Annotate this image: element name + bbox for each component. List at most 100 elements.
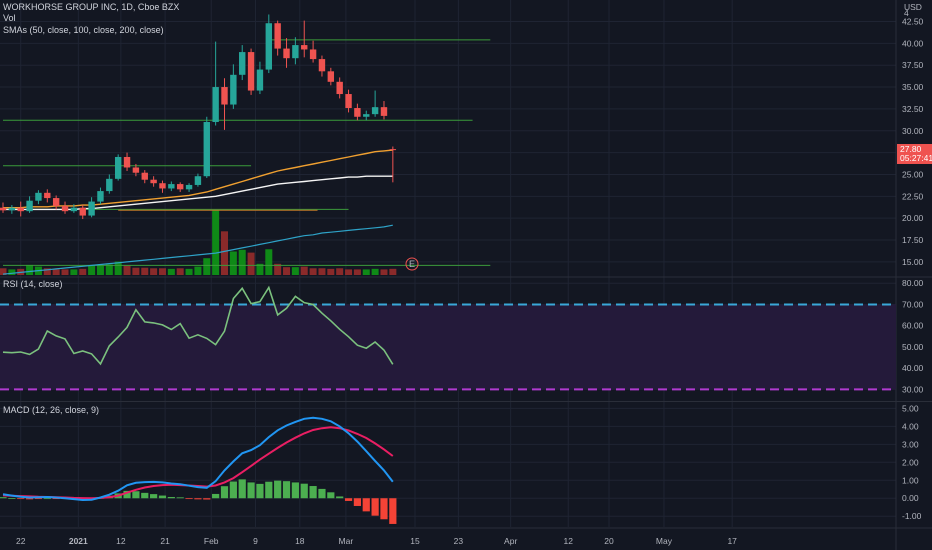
- macd-histogram-bar: [300, 483, 308, 499]
- macd-histogram-bar: [8, 498, 16, 499]
- volume-bar: [26, 264, 34, 275]
- candle-body[interactable]: [345, 94, 352, 109]
- macd-histogram-bar: [362, 498, 370, 512]
- macd-histogram-bar: [220, 486, 229, 499]
- candle-body[interactable]: [274, 23, 281, 49]
- candle-body[interactable]: [194, 176, 202, 185]
- time-tick-label: May: [656, 536, 673, 546]
- macd-histogram-bar: [25, 498, 34, 500]
- candle-body[interactable]: [239, 52, 246, 75]
- macd-tick-label: 4.00: [902, 421, 919, 431]
- candle-body[interactable]: [185, 184, 193, 190]
- rsi-pane[interactable]: [0, 285, 896, 391]
- candle-body[interactable]: [318, 59, 326, 72]
- volume-bar: [194, 266, 202, 275]
- volume-bar: [389, 268, 397, 275]
- candle-body[interactable]: [97, 191, 104, 202]
- volume-bar: [247, 252, 255, 275]
- candle-body[interactable]: [114, 156, 122, 179]
- candle-body[interactable]: [26, 200, 33, 212]
- candle-body[interactable]: [354, 108, 361, 117]
- candle-body[interactable]: [88, 201, 95, 216]
- volume-bar: [88, 264, 96, 275]
- time-axis[interactable]: 22 2021 12 21 Feb 9 18 Mar 15 23 Apr 12 20 May 17: [16, 536, 737, 546]
- macd-histogram-bar: [336, 496, 344, 499]
- time-tick-label: 23: [454, 536, 464, 546]
- candle-body[interactable]: [17, 207, 24, 212]
- volume-bar: [141, 267, 149, 275]
- candle-body[interactable]: [141, 172, 148, 180]
- macd-histogram-bar: [158, 495, 167, 499]
- macd-histogram-bar: [371, 498, 379, 516]
- price-tick-label: 37.50: [902, 60, 924, 70]
- volume-bar: [256, 263, 264, 275]
- candle-body[interactable]: [123, 156, 131, 168]
- volume-bar: [176, 268, 184, 275]
- candle-body[interactable]: [79, 207, 86, 216]
- candle-body[interactable]: [52, 198, 60, 206]
- volume-bar: [274, 263, 282, 275]
- candle-body[interactable]: [212, 87, 219, 123]
- macd-histogram-bar: [353, 498, 361, 506]
- time-tick-label: 18: [295, 536, 305, 546]
- candle-body[interactable]: [70, 207, 78, 212]
- candle-body[interactable]: [61, 205, 69, 212]
- price-tick-label: 32.50: [902, 104, 924, 114]
- candle-body[interactable]: [380, 107, 388, 116]
- macd-pane[interactable]: [0, 416, 397, 524]
- candle-body[interactable]: [35, 192, 42, 201]
- candle-body[interactable]: [389, 149, 397, 151]
- macd-histogram-bar: [123, 490, 131, 499]
- rsi-tick-label: 70.00: [902, 299, 924, 309]
- macd-histogram-bar: [43, 498, 51, 500]
- earnings-icon[interactable]: [405, 257, 419, 271]
- candle-body[interactable]: [168, 184, 175, 189]
- volume-bar: [265, 249, 273, 275]
- candle-body[interactable]: [292, 45, 299, 59]
- rsi-tick-label: 30.00: [902, 384, 924, 394]
- volume-bar: [150, 268, 158, 275]
- earnings-label: E: [409, 259, 415, 269]
- volume-bar: [353, 269, 361, 275]
- candle-body[interactable]: [363, 114, 370, 117]
- macd-histogram-bar: [344, 498, 353, 501]
- candle-body[interactable]: [150, 179, 157, 184]
- time-tick-label: 22: [16, 536, 26, 546]
- last-price-tag: [897, 143, 932, 164]
- macd-tick-label: 5.00: [902, 403, 919, 413]
- volume-bar: [123, 264, 131, 275]
- candle-body[interactable]: [106, 178, 113, 192]
- candle-body[interactable]: [336, 81, 343, 95]
- candle-body[interactable]: [327, 71, 335, 82]
- candle-body[interactable]: [221, 87, 228, 105]
- price-pane[interactable]: E: [0, 14, 491, 275]
- candle-body[interactable]: [309, 49, 317, 60]
- candle-body[interactable]: [371, 107, 379, 115]
- macd-histogram-bar: [212, 493, 220, 499]
- volume-bar: [8, 269, 16, 275]
- macd-histogram-bar: [176, 497, 184, 499]
- price-axis[interactable]: 42.5040.0037.5035.0032.5030.0027.5025.00…: [897, 8, 932, 521]
- candle-body[interactable]: [177, 184, 184, 190]
- macd-tick-label: 3.00: [902, 439, 919, 449]
- candle-body[interactable]: [203, 122, 210, 177]
- rsi-tick-label: 60.00: [902, 321, 924, 331]
- candle-body[interactable]: [159, 183, 166, 189]
- candle-body[interactable]: [301, 45, 308, 50]
- price-tick-label: 20.00: [902, 213, 924, 223]
- candle-body[interactable]: [44, 192, 51, 199]
- candle-body[interactable]: [230, 74, 237, 105]
- candle-body[interactable]: [8, 207, 16, 211]
- candle-body[interactable]: [247, 52, 255, 91]
- candle-body[interactable]: [256, 69, 264, 91]
- time-tick-label: Apr: [504, 536, 517, 546]
- candle-body[interactable]: [265, 23, 272, 70]
- candle-body[interactable]: [283, 48, 290, 59]
- candle-body[interactable]: [132, 167, 140, 173]
- earnings-marker[interactable]: E: [405, 257, 419, 271]
- macd-histogram-bar: [247, 482, 255, 499]
- candle-body[interactable]: [0, 207, 7, 211]
- time-tick-label: 15: [410, 536, 420, 546]
- macd-histogram-bar: [238, 479, 246, 499]
